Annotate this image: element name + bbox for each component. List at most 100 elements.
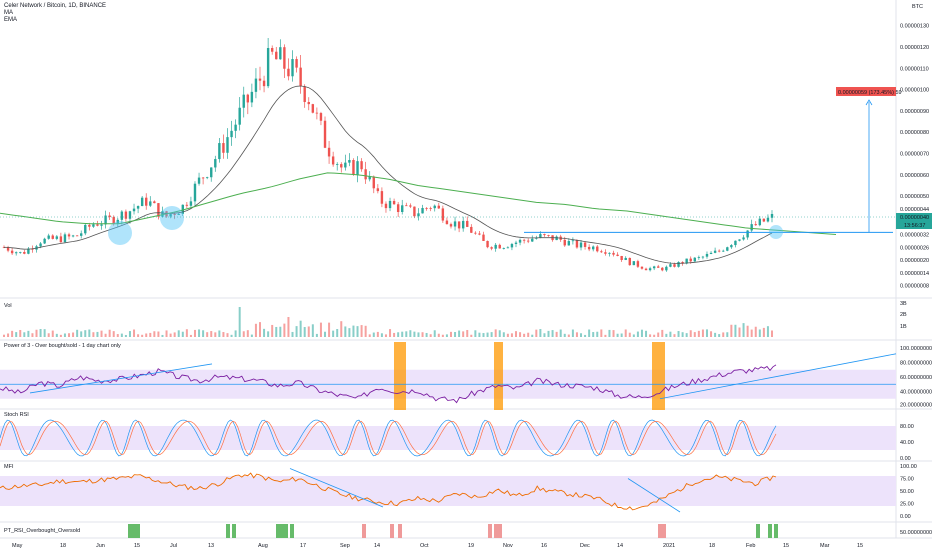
volume-bar [234,330,237,337]
time-tick-label: Oct [420,543,429,549]
candle [392,200,396,205]
volume-tick-label: 3B [900,301,907,307]
candle [441,208,445,221]
candle [648,268,652,271]
volume-bar [137,334,140,337]
volume-bar [328,322,331,337]
time-tick-label: 18 [709,543,715,549]
candle [352,159,355,175]
chart-legend: Celer Network / Bitcoin, 1D, BINANCE MA … [4,3,106,24]
time-tick-label: Aug [258,543,268,549]
volume-bar [689,330,692,337]
pt-signal-bar [390,524,394,538]
candle [266,48,270,87]
volume-bar [608,329,611,337]
candle [270,48,274,52]
candle [323,120,327,148]
volume-tick-label: 1B [900,324,907,330]
candle [417,213,420,217]
time-tick-label: 13 [208,543,214,549]
volume-bar [279,326,282,337]
volume-bar [59,334,62,337]
countdown-label: 13:56:37 [904,223,925,229]
volume-bar [531,334,534,337]
volume-bar [112,331,115,337]
volume-bar [653,334,656,337]
time-tick-label: 14 [617,543,623,549]
volume-bar [169,333,172,337]
volume-bar [429,334,432,337]
volume-bar [92,332,95,337]
volume-bar [39,329,42,337]
volume-bar [669,331,672,337]
candle [173,214,176,215]
volume-bar [299,320,302,337]
volume-bar [506,333,509,337]
ma200-line [0,172,837,235]
volume-bar [31,333,34,337]
volume-bar [63,333,66,337]
volume-bar [762,327,765,337]
candle [10,250,14,254]
pt-signal-bar [290,524,294,538]
candle [75,235,79,237]
pt-signal-bar [132,524,136,538]
candle [677,262,680,267]
candle [713,250,717,253]
candle [518,239,522,243]
volume-bar [185,329,188,337]
candle [181,204,184,214]
volume-bar [539,329,542,337]
stoch-tick-label: 40.00 [900,440,914,446]
volume-bar [551,330,554,337]
candle [600,251,603,253]
candle [693,257,696,262]
volume-bar [620,333,623,337]
candle [429,208,432,209]
volume-bar [88,329,91,337]
candle [669,264,672,267]
candle [327,147,331,157]
price-tick-label: 0.00000100 [900,88,929,94]
candle [47,235,50,239]
volume-bar [657,332,660,337]
pt-signal-bar [136,524,140,538]
pt-signal-bar [488,524,492,538]
price-tick-label: 0.00000060 [900,173,929,179]
ma-legend: MA [4,10,13,16]
pt-signal-bar [398,524,402,538]
candle [620,255,623,261]
candle [55,236,59,239]
candle [205,177,209,179]
volume-bar [543,333,546,337]
candle [291,59,294,77]
candle [449,224,453,227]
candle [214,159,217,168]
volume-bar [96,331,99,337]
volume-bar [157,331,160,337]
candle [246,94,250,103]
oversold-highlight [652,342,665,410]
candle [421,207,424,214]
power3-tick-label: 80.00000000 [900,361,932,367]
volume-bar [80,331,83,337]
volume-bar [478,332,481,337]
volume-bar [433,330,436,337]
candle [311,104,315,113]
candle [624,257,627,261]
candle [673,264,676,267]
volume-bar [486,332,489,337]
volume-bar [449,331,452,337]
volume-bar [571,329,574,337]
volume-bar [263,328,266,337]
candle [567,241,571,246]
candle [84,224,87,234]
volume-bar [100,330,103,337]
volume-bar [612,330,615,337]
volume-bar [697,330,700,337]
volume-bar [307,326,310,337]
price-tick-label: 0.00000008 [900,284,929,290]
mfi-line [0,472,777,511]
stoch-d-line [0,420,777,456]
